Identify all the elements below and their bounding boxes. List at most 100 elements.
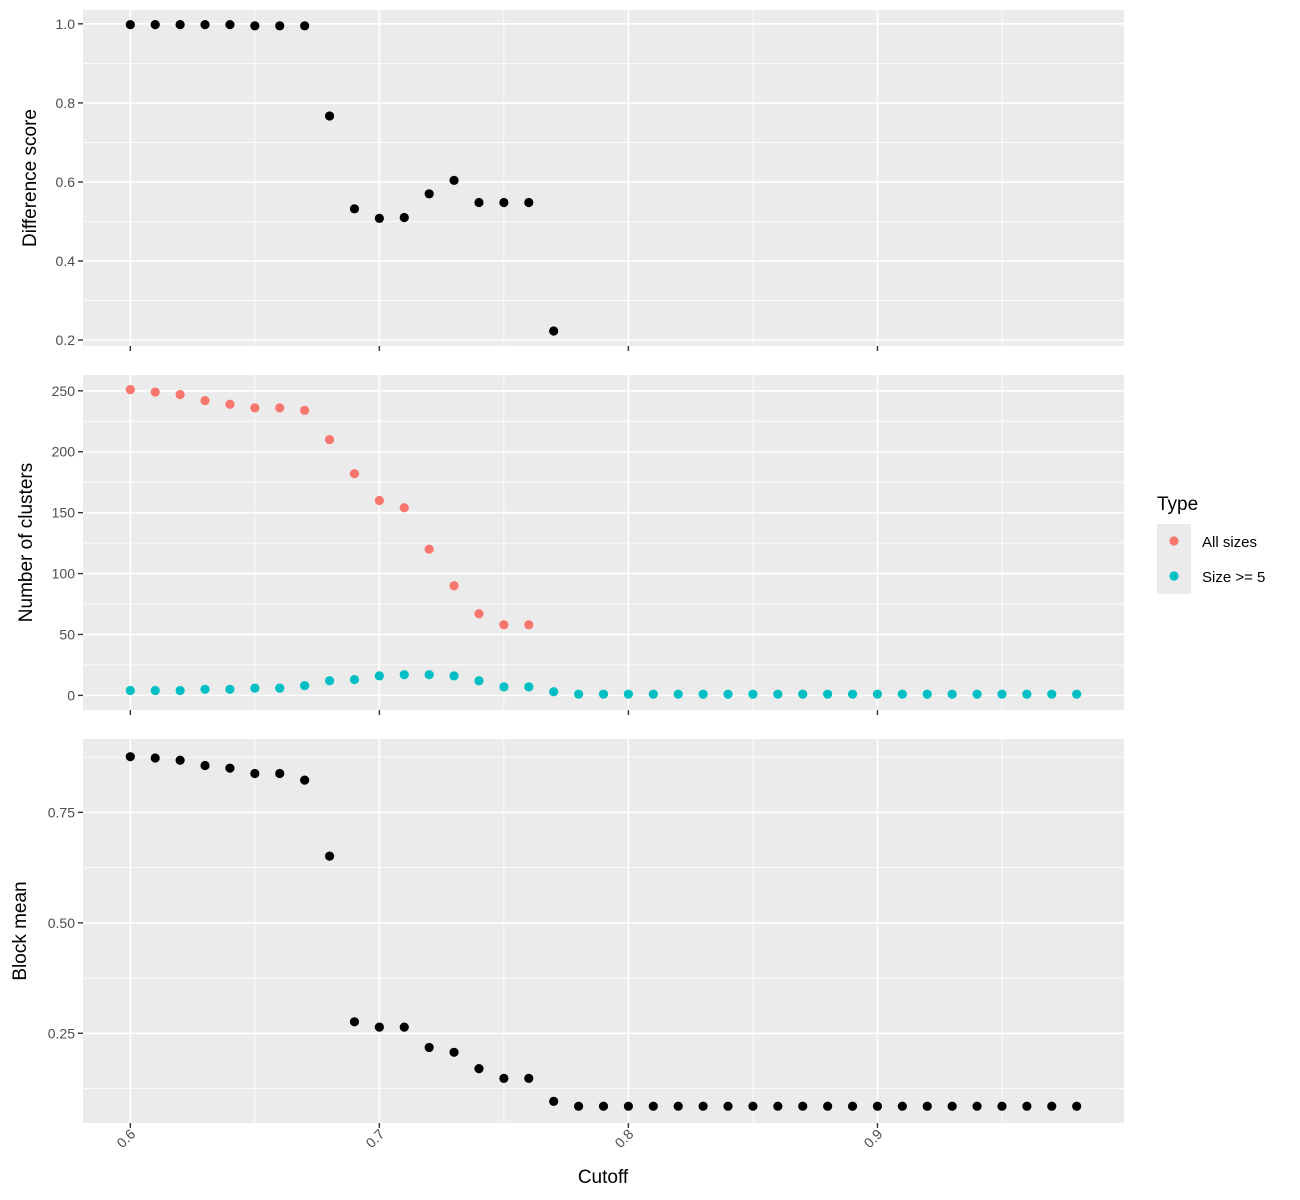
data-point bbox=[150, 753, 160, 763]
data-point bbox=[698, 1101, 708, 1111]
data-point bbox=[1047, 689, 1057, 699]
data-point bbox=[424, 1042, 434, 1053]
data-point bbox=[474, 197, 484, 208]
data-point bbox=[524, 1073, 534, 1083]
data-point bbox=[897, 689, 907, 699]
data-point bbox=[324, 676, 335, 686]
legend: Type All sizes Size >= 5 bbox=[1157, 494, 1265, 594]
x-axis-title: Cutoff bbox=[578, 1167, 629, 1188]
data-point bbox=[374, 1022, 384, 1032]
difference-score-panel: 0.2 0.4 0.6 0.8 1.0 Difference score bbox=[20, 10, 1124, 351]
data-point bbox=[598, 1101, 609, 1111]
data-point bbox=[250, 683, 260, 693]
legend-key bbox=[1169, 571, 1179, 581]
data-point bbox=[424, 670, 434, 680]
data-point bbox=[150, 20, 160, 30]
data-point bbox=[399, 1022, 409, 1032]
data-point bbox=[324, 434, 335, 445]
data-point bbox=[474, 1064, 484, 1074]
data-point bbox=[125, 385, 135, 395]
data-point bbox=[424, 544, 434, 554]
y-tick-label: 50 bbox=[59, 626, 75, 642]
data-point bbox=[723, 689, 733, 699]
y-tick-label: 100 bbox=[52, 566, 76, 582]
data-point bbox=[773, 1101, 783, 1111]
data-point bbox=[524, 197, 534, 208]
y-tick-label: 200 bbox=[52, 444, 76, 460]
data-point bbox=[225, 684, 235, 694]
data-point bbox=[399, 503, 409, 513]
data-point bbox=[847, 1101, 858, 1111]
data-point bbox=[125, 752, 135, 762]
data-point bbox=[872, 689, 883, 699]
data-point bbox=[698, 689, 708, 699]
panel-background bbox=[83, 10, 1124, 346]
data-point bbox=[125, 685, 135, 696]
y-tick-label: 250 bbox=[52, 383, 76, 399]
data-point bbox=[947, 1101, 957, 1111]
y-axis-title: Difference score bbox=[20, 109, 41, 247]
data-point bbox=[275, 683, 285, 693]
data-point bbox=[972, 689, 982, 699]
data-point bbox=[449, 175, 459, 185]
data-point bbox=[648, 689, 658, 699]
legend-title: Type bbox=[1157, 494, 1198, 515]
data-point bbox=[499, 1073, 509, 1083]
data-point bbox=[225, 763, 235, 773]
data-point bbox=[524, 620, 534, 630]
data-point bbox=[250, 768, 260, 779]
data-point bbox=[250, 403, 260, 413]
data-point bbox=[150, 387, 160, 397]
data-point bbox=[200, 760, 210, 771]
data-point bbox=[623, 1101, 634, 1111]
data-point bbox=[499, 197, 509, 208]
data-point bbox=[300, 21, 310, 31]
data-point bbox=[922, 1101, 932, 1111]
data-point bbox=[300, 405, 310, 415]
data-point bbox=[673, 1101, 683, 1111]
y-tick-label: 0.2 bbox=[56, 332, 76, 348]
data-point bbox=[1022, 689, 1032, 699]
data-point bbox=[374, 213, 384, 223]
data-point bbox=[225, 20, 235, 30]
data-point bbox=[972, 1101, 982, 1111]
data-point bbox=[748, 689, 758, 699]
y-tick-label: 0.6 bbox=[56, 174, 76, 190]
y-tick-label: 150 bbox=[52, 505, 76, 521]
data-point bbox=[1072, 689, 1082, 699]
data-point bbox=[847, 689, 858, 699]
y-tick-label: 0.4 bbox=[56, 253, 76, 269]
y-axis-title: Number of clusters bbox=[16, 463, 37, 622]
data-point bbox=[549, 1096, 559, 1106]
legend-key bbox=[1169, 536, 1179, 546]
data-point bbox=[324, 111, 335, 121]
y-tick-label: 0.25 bbox=[48, 1025, 75, 1041]
data-point bbox=[997, 689, 1007, 699]
data-point bbox=[549, 687, 559, 697]
y-tick-label: 0.8 bbox=[56, 95, 76, 111]
data-point bbox=[449, 581, 459, 591]
data-point bbox=[449, 671, 459, 681]
data-point bbox=[125, 20, 135, 30]
data-point bbox=[225, 399, 235, 409]
data-point bbox=[573, 1101, 584, 1111]
data-point bbox=[175, 755, 185, 765]
panel-background bbox=[83, 375, 1124, 710]
data-point bbox=[499, 620, 509, 630]
data-point bbox=[200, 20, 210, 30]
data-point bbox=[673, 689, 683, 699]
y-axis-title: Block mean bbox=[10, 881, 31, 980]
data-point bbox=[300, 681, 310, 691]
legend-key-background bbox=[1157, 524, 1191, 594]
data-point bbox=[399, 670, 409, 680]
data-point bbox=[623, 689, 634, 699]
data-point bbox=[1072, 1101, 1082, 1111]
data-point bbox=[549, 326, 559, 336]
data-point bbox=[349, 674, 360, 685]
data-point bbox=[823, 689, 833, 699]
data-point bbox=[872, 1101, 883, 1111]
data-point bbox=[300, 775, 310, 785]
legend-label: Size >= 5 bbox=[1202, 569, 1265, 586]
y-tick-label: 0.50 bbox=[48, 915, 75, 931]
